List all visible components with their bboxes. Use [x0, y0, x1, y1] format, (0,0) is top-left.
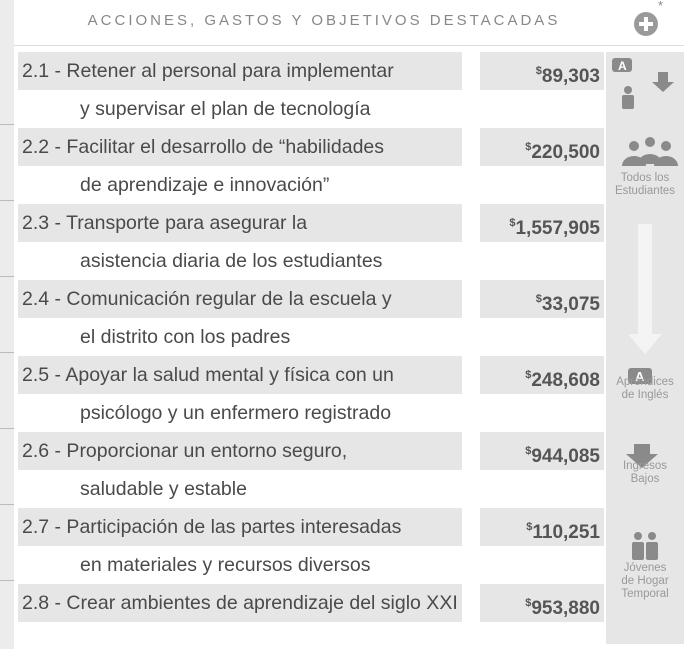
action-line: 2.7 - Participación de las partes intere… [18, 508, 462, 546]
action-line: 2.2 - Facilitar el desarrollo de “habili… [18, 128, 462, 166]
action-line: 2.4 - Comunicación regular de la escuela… [18, 280, 462, 318]
amount-value: 220,500 [531, 142, 600, 163]
currency: $ [525, 597, 532, 609]
group-label-line: Ingresos [622, 460, 668, 472]
plus-icon [634, 12, 658, 36]
group-label-line: Estudiantes [614, 185, 676, 197]
action-line: saludable y estable [80, 478, 247, 500]
amount: $248,608 [480, 356, 604, 394]
action-line: asistencia diaria de los estudiantes [80, 250, 383, 272]
row-divider [0, 276, 14, 277]
svg-text:A: A [618, 59, 627, 73]
currency: $ [525, 445, 532, 457]
amount-value: 944,085 [531, 446, 600, 467]
svg-text:A: A [635, 369, 645, 384]
group-label-line: Temporal [621, 588, 669, 600]
group-label: Ingresos Bajos [606, 460, 684, 486]
group-label-line: Bajos [630, 473, 660, 485]
action-line: de aprendizaje e innovación” [80, 174, 330, 196]
row-divider [0, 200, 14, 201]
currency: $ [535, 293, 542, 305]
group-label-line: Todos los [620, 172, 670, 184]
amount: $33,075 [480, 280, 604, 318]
groups-column: A A [606, 52, 684, 644]
row-divider [0, 352, 14, 353]
amount: $1,557,905 [480, 204, 604, 242]
amount-value: 248,608 [531, 370, 600, 391]
currency: $ [525, 369, 532, 381]
currency: $ [526, 521, 533, 533]
amount: $953,880 [480, 584, 604, 622]
amount-value: 89,303 [541, 66, 600, 87]
action-line: 2.3 - Transporte para asegurar la [18, 204, 462, 242]
action-line: el distrito con los padres [80, 326, 291, 348]
currency: $ [535, 65, 542, 77]
group-label: Aprendices de Inglés [606, 376, 684, 402]
note-mark: * [658, 0, 664, 13]
amount: $110,251 [480, 508, 604, 546]
row-divider [0, 428, 14, 429]
action-line: 2.8 - Crear ambientes de aprendizaje del… [18, 584, 462, 622]
action-line: en materiales y recursos diversos [80, 554, 371, 576]
action-line: psicólogo y un enfermero registrado [80, 402, 392, 424]
action-line: 2.1 - Retener al personal para implement… [18, 52, 462, 90]
currency: $ [525, 141, 532, 153]
amount-value: 110,251 [532, 522, 600, 543]
action-line: 2.5 - Apoyar la salud mental y física co… [18, 356, 462, 394]
amount: $89,303 [480, 52, 604, 90]
amount-value: 953,880 [531, 598, 600, 619]
left-strip [0, 0, 14, 649]
header-title: ACCIONES, GASTOS Y OBJETIVOS DESTACADAS [87, 12, 561, 29]
group-label-line: de Inglés [621, 389, 669, 401]
group-label-line: Aprendices [616, 376, 674, 388]
group-label: Todos los Estudiantes [606, 172, 684, 198]
row-divider [0, 124, 14, 125]
currency: $ [509, 217, 516, 229]
group-label-line: Jóvenes [623, 562, 667, 574]
action-line: 2.6 - Proporcionar un entorno seguro, [18, 432, 462, 470]
action-line: y supervisar el plan de tecnología [80, 98, 371, 120]
group-label-line: de Hogar [621, 575, 669, 587]
amount-value: 1,557,905 [515, 218, 600, 239]
group-label: Jóvenes de Hogar Temporal [606, 562, 684, 601]
amount-value: 33,075 [541, 294, 600, 315]
group-icons: A A [612, 58, 678, 560]
header: ACCIONES, GASTOS Y OBJETIVOS DESTACADAS … [14, 0, 684, 46]
amount: $944,085 [480, 432, 604, 470]
row-divider [0, 504, 14, 505]
amount: $220,500 [480, 128, 604, 166]
row-divider [0, 580, 14, 581]
